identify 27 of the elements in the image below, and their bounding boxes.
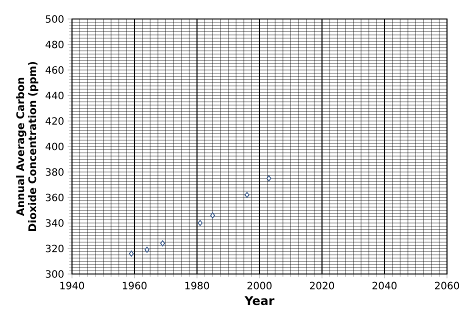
point — [144, 246, 150, 253]
x-tick-label: 1940 — [60, 282, 84, 290]
x-axis-title: Year — [244, 296, 274, 306]
y-tick-label: 380 — [46, 168, 64, 176]
y-tick-label: 460 — [46, 66, 64, 74]
y-tick-label: 500 — [46, 15, 64, 23]
y-tick-label: 400 — [46, 142, 64, 150]
y-tick-label: 420 — [46, 117, 64, 125]
x-tick-label: 2020 — [310, 282, 334, 290]
point — [244, 192, 250, 198]
point — [160, 240, 166, 246]
y-tick-label: 300 — [46, 270, 64, 278]
x-tick-label: 1960 — [122, 282, 147, 290]
y-tick-label: 340 — [46, 219, 64, 227]
x-tick-label: 2040 — [372, 282, 397, 290]
y-tick-label: 480 — [46, 40, 64, 48]
y-tick-label: 440 — [46, 92, 64, 100]
x-tick-label: 2000 — [248, 282, 272, 290]
point — [128, 250, 134, 257]
point — [198, 220, 203, 226]
point — [210, 212, 216, 218]
x-tick-label: 1980 — [185, 282, 210, 290]
y-tick-label: 320 — [46, 244, 64, 252]
x-tick-label: 2060 — [435, 282, 460, 290]
point — [266, 175, 272, 182]
y-tick-label: 360 — [46, 194, 64, 202]
y-axis-title: Annual Average Carbon Dioxide Concentration (ppm) — [16, 62, 38, 231]
